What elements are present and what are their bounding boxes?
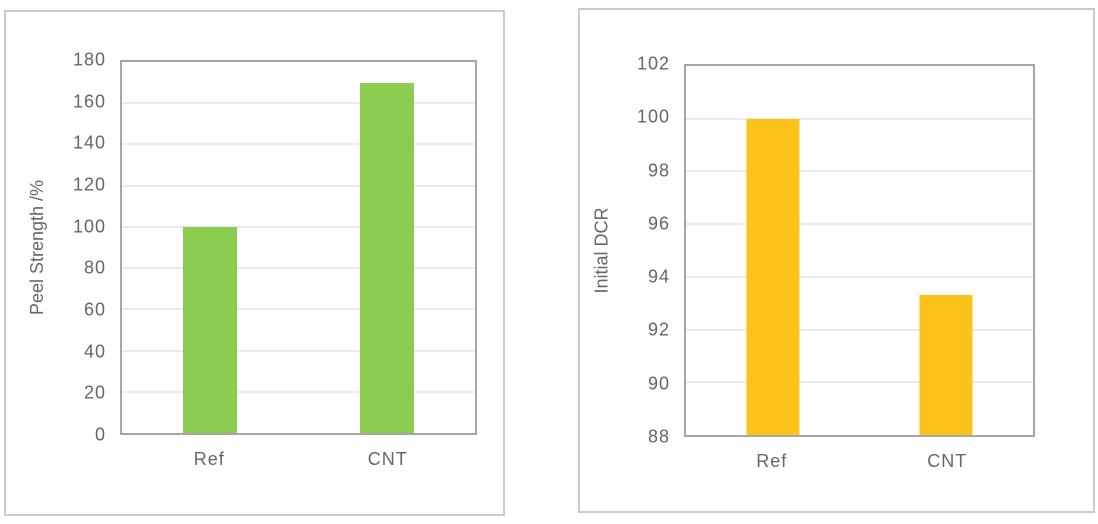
x-category-label-ref: Ref bbox=[756, 451, 788, 471]
plot-area bbox=[120, 60, 477, 435]
initial-dcr-chart-panel: Initial DCR 88 90 92 94 96 98 100 102 Ref CNT bbox=[578, 8, 1095, 513]
y-tick-label-60: 60 bbox=[83, 299, 106, 320]
y-tick-label-160: 160 bbox=[72, 91, 106, 112]
y-axis-tick-labels: 88 90 92 94 96 98 100 102 bbox=[580, 54, 670, 447]
y-tick-label-94: 94 bbox=[647, 266, 670, 287]
gridline bbox=[686, 117, 1033, 120]
bar-cnt bbox=[359, 82, 414, 433]
gridline bbox=[122, 349, 475, 352]
y-tick-label-92: 92 bbox=[647, 319, 670, 340]
gridline bbox=[122, 225, 475, 228]
gridline bbox=[686, 223, 1033, 226]
x-category-label-cnt: CNT bbox=[927, 451, 968, 471]
gridline bbox=[686, 381, 1033, 384]
plot-area bbox=[684, 64, 1035, 437]
y-tick-label-90: 90 bbox=[647, 373, 670, 394]
gridline bbox=[122, 143, 475, 146]
gridline bbox=[686, 275, 1033, 278]
y-tick-label-180: 180 bbox=[72, 49, 106, 70]
y-tick-label-40: 40 bbox=[83, 341, 106, 362]
y-tick-label-80: 80 bbox=[83, 257, 106, 278]
gridline bbox=[122, 267, 475, 270]
bar-ref bbox=[183, 226, 238, 433]
gridline bbox=[122, 308, 475, 311]
x-category-label-cnt: CNT bbox=[367, 449, 408, 469]
bar-cnt bbox=[919, 295, 973, 435]
y-tick-label-140: 140 bbox=[72, 132, 106, 153]
y-tick-label-0: 0 bbox=[94, 424, 106, 445]
gridline bbox=[686, 328, 1033, 331]
bar-ref bbox=[746, 118, 800, 435]
gridline bbox=[122, 102, 475, 105]
peel-strength-chart-panel: Peel Strength /% 0 20 40 60 80 100 120 140 160 18… bbox=[4, 10, 505, 516]
gridline bbox=[122, 184, 475, 187]
gridline bbox=[122, 390, 475, 393]
y-tick-label-98: 98 bbox=[647, 160, 670, 181]
y-tick-label-102: 102 bbox=[636, 53, 670, 74]
y-tick-label-88: 88 bbox=[647, 426, 670, 447]
y-tick-label-100: 100 bbox=[636, 106, 670, 127]
x-axis-category-labels: Ref CNT bbox=[684, 447, 1035, 473]
y-tick-label-100: 100 bbox=[72, 216, 106, 237]
y-tick-label-120: 120 bbox=[72, 174, 106, 195]
x-axis-category-labels: Ref CNT bbox=[120, 445, 477, 471]
gridline bbox=[686, 170, 1033, 173]
y-tick-label-96: 96 bbox=[647, 213, 670, 234]
y-axis-tick-labels: 0 20 40 60 80 100 120 140 160 180 bbox=[6, 50, 106, 445]
y-tick-label-20: 20 bbox=[83, 382, 106, 403]
x-category-label-ref: Ref bbox=[193, 449, 225, 469]
